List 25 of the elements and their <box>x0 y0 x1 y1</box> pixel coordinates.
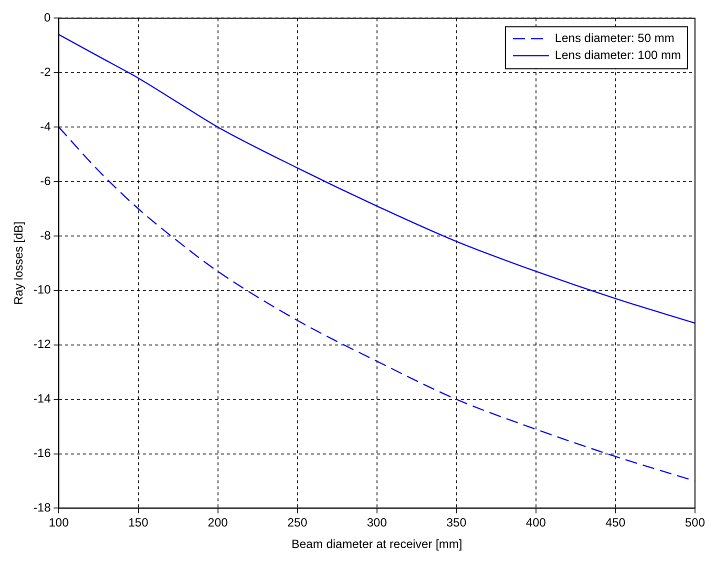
x-tick-label: 250 <box>287 516 308 530</box>
x-tick-label: 100 <box>48 516 70 530</box>
y-tick-label: -4 <box>40 119 52 134</box>
y-tick-label: -12 <box>33 337 52 352</box>
y-tick-label: -8 <box>40 228 52 242</box>
y-tick-label: -18 <box>33 500 52 515</box>
x-tick-label: 150 <box>128 516 149 530</box>
x-tick-label: 200 <box>208 516 228 530</box>
y-tick-label: -2 <box>40 64 52 79</box>
x-tick-label: 300 <box>366 516 388 530</box>
x-tick-label: 350 <box>446 516 467 530</box>
line-series <box>58 126 695 482</box>
x-tick-label: 400 <box>526 516 546 530</box>
y-tick-label: 0 <box>44 10 52 25</box>
y-tick-label: -14 <box>33 392 52 406</box>
y-axis-title: Ray losses [dB] <box>12 222 26 305</box>
y-tick-label: -6 <box>40 174 52 188</box>
x-tick-label: 450 <box>605 516 626 530</box>
line-series <box>58 34 695 324</box>
y-tick-label: -16 <box>33 446 52 460</box>
x-axis-title: Beam diameter at receiver [mm] <box>292 537 462 552</box>
y-tick-label: -10 <box>33 282 52 297</box>
legend-label: Lens diameter: 50 mm <box>554 31 674 46</box>
legend-label: Lens diameter: 100 mm <box>554 48 681 62</box>
x-tick-label: 500 <box>684 516 706 530</box>
